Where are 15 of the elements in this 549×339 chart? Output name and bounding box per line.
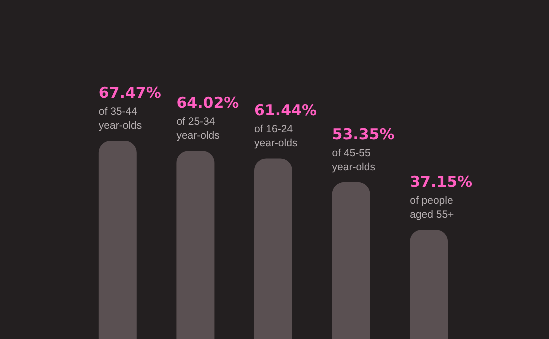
data-label: 37.15% — [410, 172, 473, 191]
data-label: 64.02% — [176, 94, 240, 112]
x-tick-label: of 25-34 year-olds — [176, 116, 220, 142]
bar — [332, 182, 370, 339]
bar — [98, 141, 137, 339]
x-tick-label: of 35-44 year-olds — [98, 106, 142, 132]
bar — [176, 151, 215, 339]
x-tick-label: of people aged 55+ — [410, 194, 454, 221]
x-tick-label: of 45-55 year-olds — [332, 147, 376, 174]
data-label: 61.44% — [254, 102, 317, 120]
data-label: 53.35% — [332, 125, 395, 144]
bar — [254, 158, 292, 339]
x-tick-label: of 16-24 year-olds — [254, 124, 298, 150]
data-label: 67.47% — [98, 84, 162, 102]
bar — [410, 230, 448, 339]
